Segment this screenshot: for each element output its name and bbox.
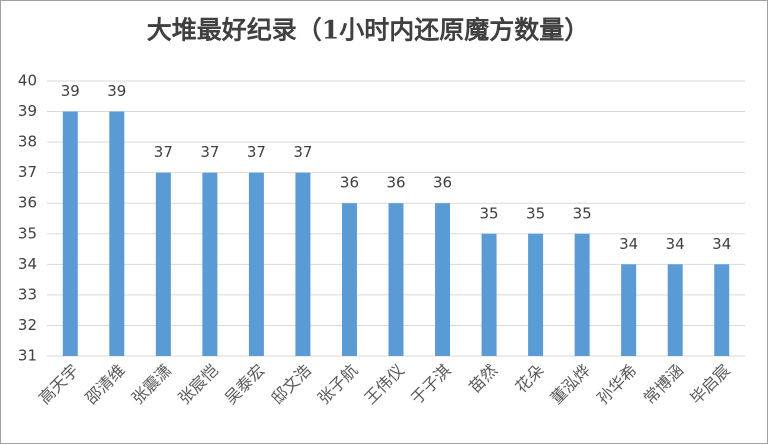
data-label: 34 (666, 235, 685, 253)
y-tick-label: 37 (18, 163, 37, 181)
y-tick-label: 36 (18, 194, 37, 212)
data-label: 35 (526, 204, 545, 222)
data-label: 34 (712, 235, 731, 253)
bar (667, 264, 683, 356)
data-label: 39 (107, 82, 126, 100)
bar (435, 203, 451, 356)
bar (621, 264, 637, 356)
data-label: 36 (386, 174, 405, 192)
data-label: 35 (480, 204, 499, 222)
data-label: 36 (340, 174, 359, 192)
y-tick-label: 34 (18, 255, 37, 273)
bar (388, 203, 404, 356)
bar (341, 203, 357, 356)
data-label: 39 (61, 82, 80, 100)
y-tick-label: 32 (18, 316, 37, 334)
data-label: 37 (154, 143, 173, 161)
bar (528, 233, 544, 356)
data-label: 35 (573, 204, 592, 222)
y-tick-label: 31 (18, 347, 37, 365)
data-label: 34 (619, 235, 638, 253)
bar (109, 111, 125, 356)
bar (248, 172, 264, 356)
bar (295, 172, 311, 356)
bar (481, 233, 497, 356)
y-tick-label: 39 (18, 102, 37, 120)
y-tick-label: 38 (18, 133, 37, 151)
y-tick-label: 33 (18, 285, 37, 303)
bar (714, 264, 730, 356)
data-label: 37 (293, 143, 312, 161)
bar (62, 111, 78, 356)
bar (202, 172, 218, 356)
data-label: 37 (247, 143, 266, 161)
data-label: 37 (200, 143, 219, 161)
bar (574, 233, 590, 356)
data-label: 36 (433, 174, 452, 192)
y-tick-label: 35 (18, 224, 37, 242)
chart-title: 大堆最好纪录（1小时内还原魔方数量） (147, 16, 589, 45)
bar (155, 172, 171, 356)
y-tick-label: 40 (18, 72, 37, 90)
